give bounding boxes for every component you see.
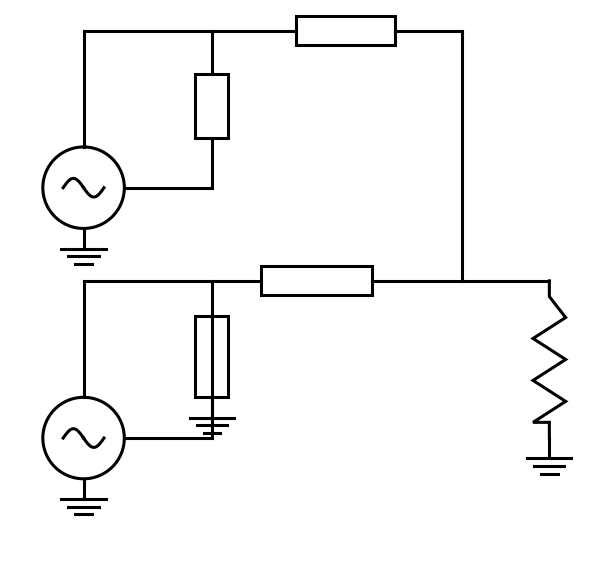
Bar: [196, 74, 228, 138]
Bar: [296, 16, 395, 45]
Bar: [261, 266, 372, 295]
Bar: [196, 316, 228, 397]
